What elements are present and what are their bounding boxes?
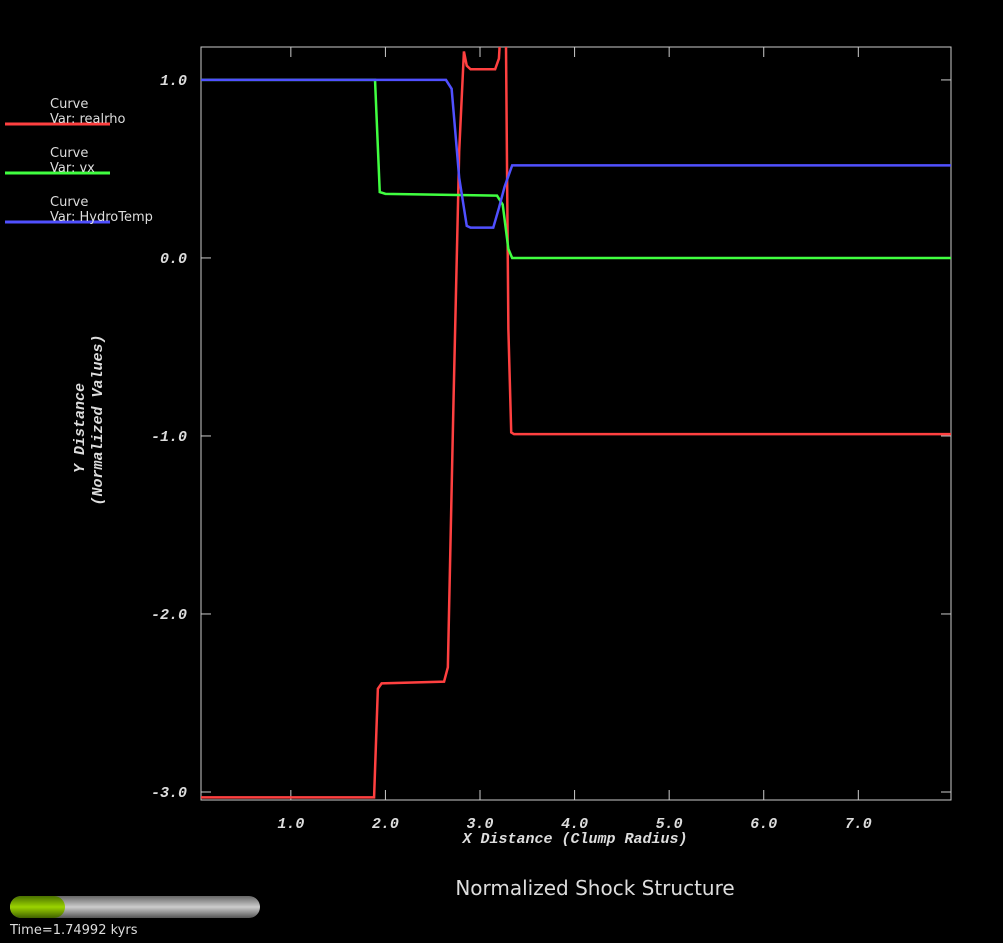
y-axis-label: Y Distance [72,383,89,473]
time-slider-fill [10,896,65,918]
x-tick-label: 1.0 [277,816,304,833]
time-slider [10,896,260,918]
x-tick-label: 5.0 [656,816,683,833]
x-tick-label: 6.0 [750,816,777,833]
series-line [201,78,951,260]
legend-label: Var: HydroTemp [50,210,153,225]
y-tick-label: -3.0 [151,785,187,802]
x-tick-label: 2.0 [372,816,399,833]
legend-label: Var: vx [50,161,95,176]
y-axis-label: (Normalized Values) [90,334,107,505]
y-tick-label: -1.0 [151,429,187,446]
x-tick-label: 3.0 [466,816,493,833]
time-label: Time=1.74992 kyrs [9,923,138,938]
y-tick-label: 0.0 [160,251,187,268]
series-line [201,78,951,229]
legend-header: Curve [50,146,88,161]
y-tick-label: 1.0 [160,73,187,90]
x-tick-label: 7.0 [845,816,872,833]
chart-title: Normalized Shock Structure [455,876,734,900]
y-tick-label: -2.0 [151,607,187,624]
legend-header: Curve [50,195,88,210]
x-axis-label: X Distance (Clump Radius) [461,831,687,848]
x-tick-label: 4.0 [561,816,588,833]
legend-header: Curve [50,97,88,112]
plot-frame [200,46,952,801]
legend-label: Var: realrho [50,112,125,127]
series-line [201,47,951,799]
